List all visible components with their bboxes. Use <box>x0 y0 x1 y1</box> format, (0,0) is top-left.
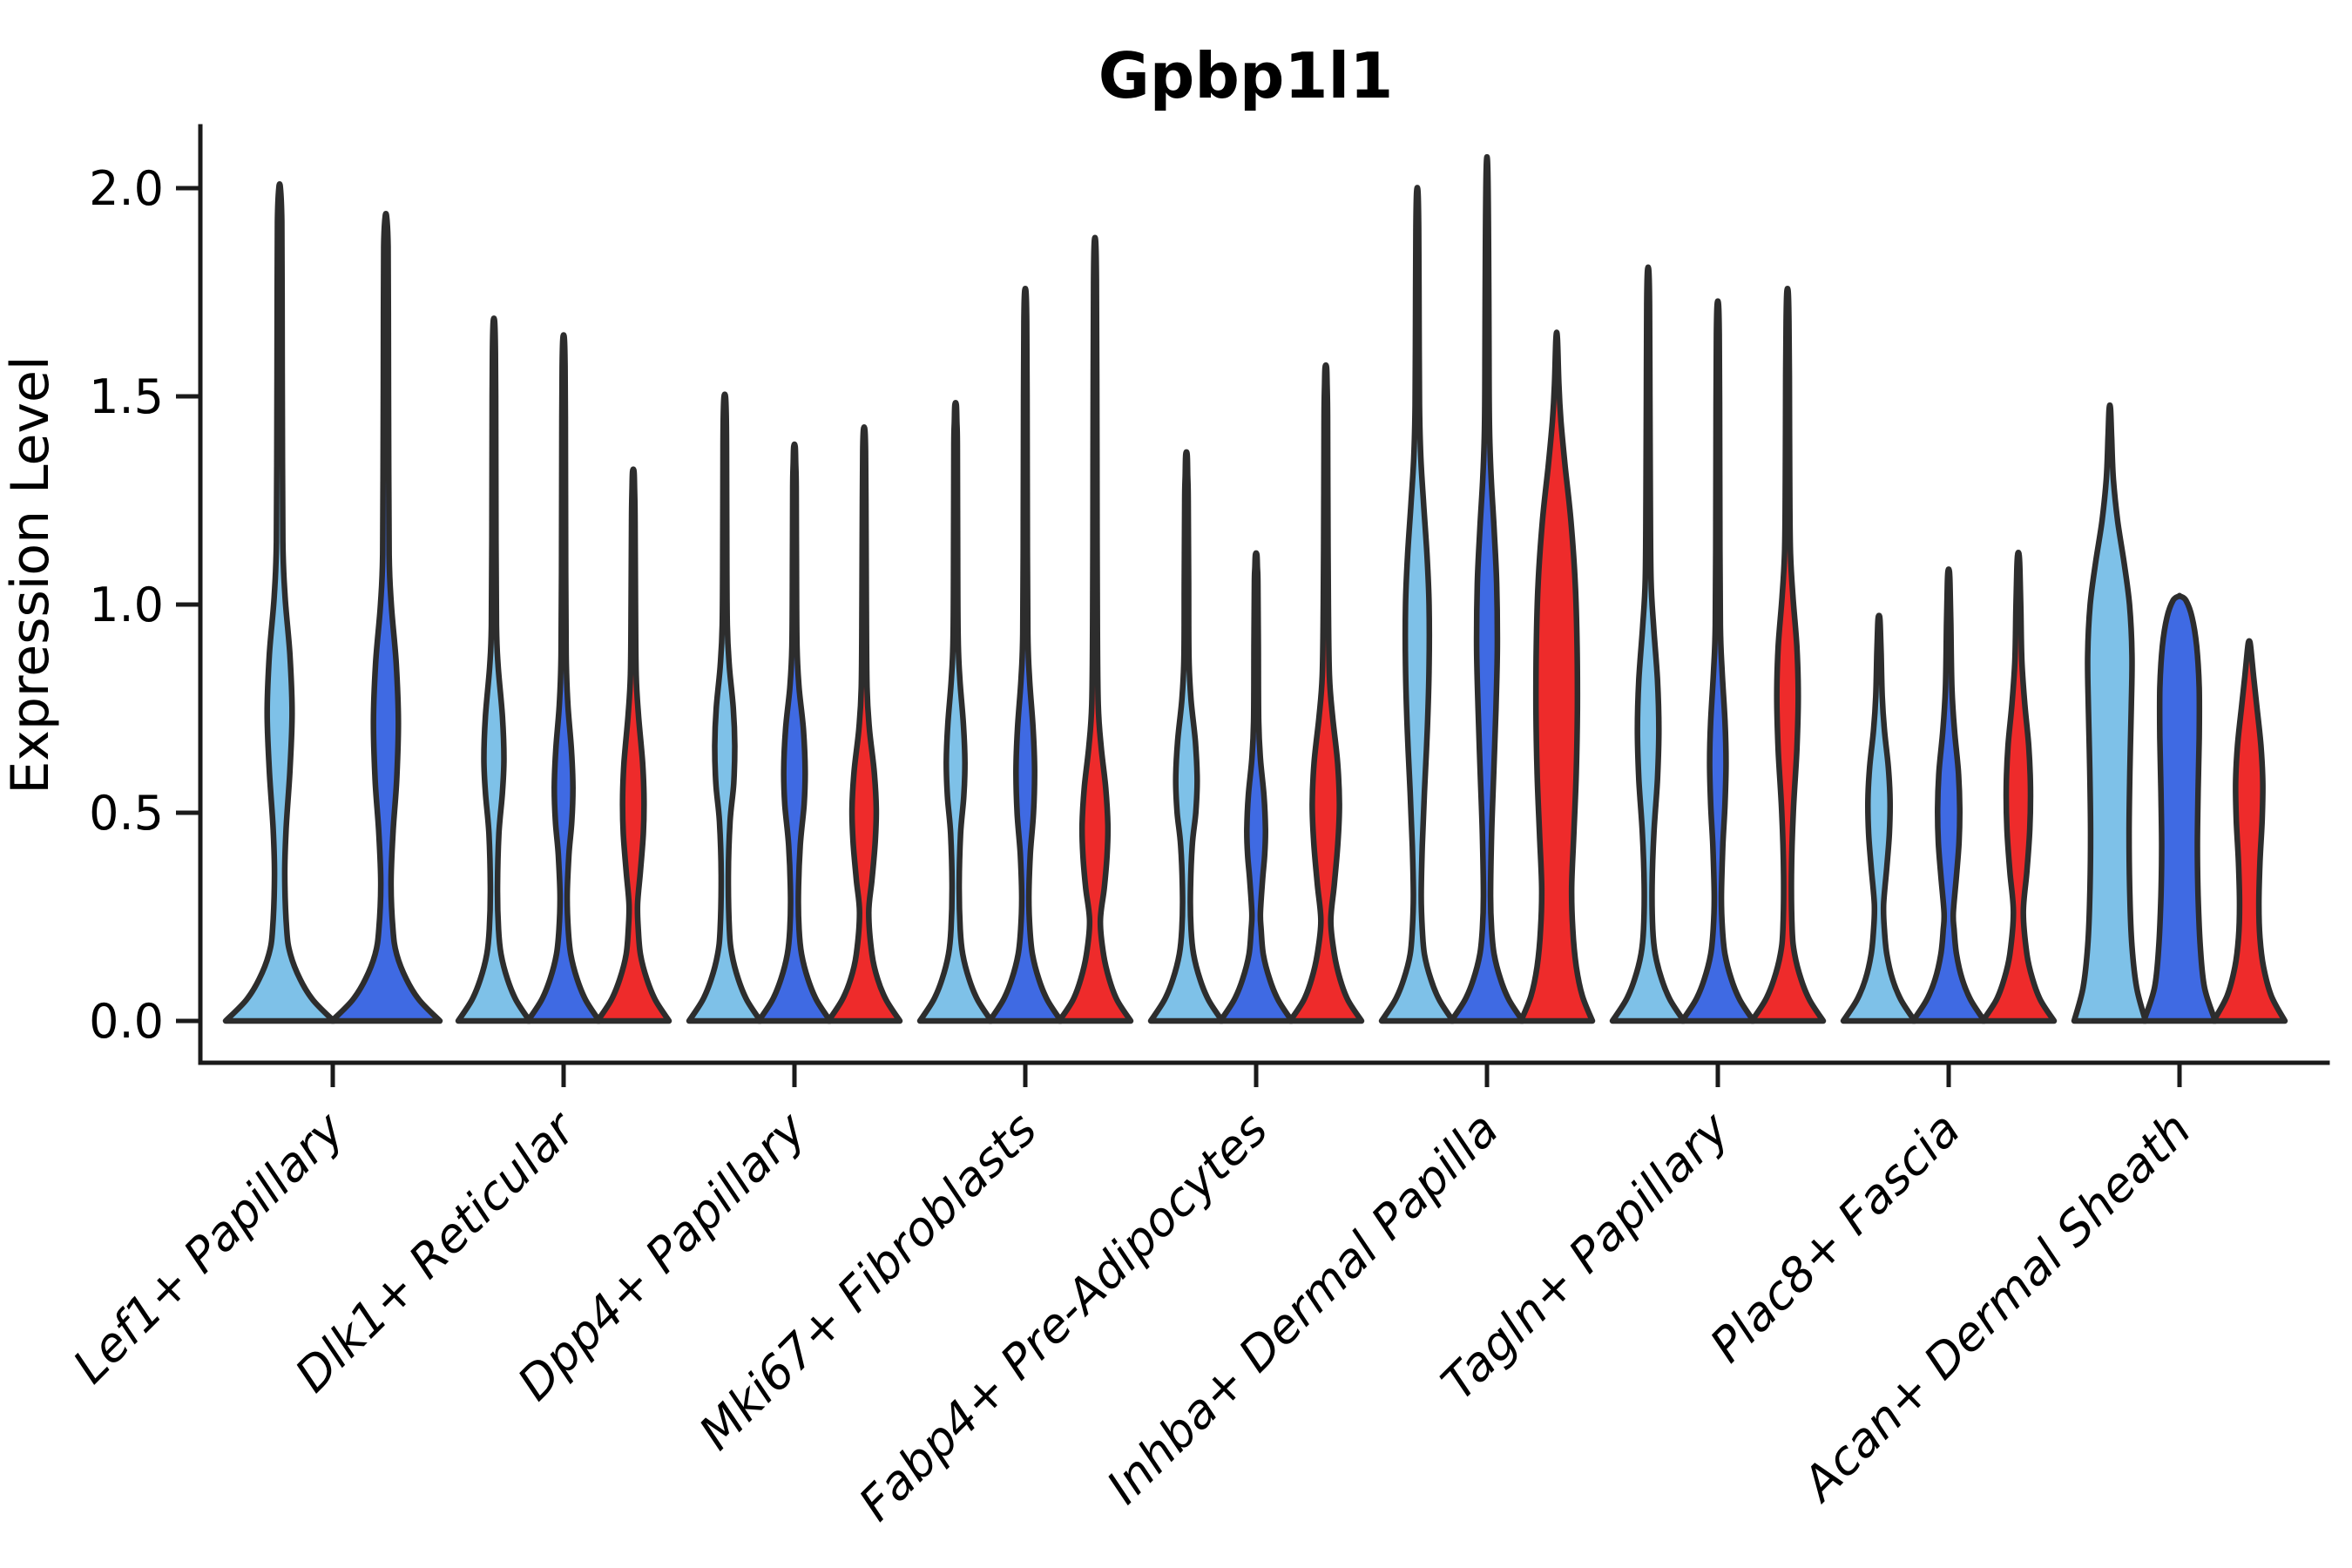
violin-dlk1-split-3 <box>594 466 672 1024</box>
violin-lef1-split-2 <box>328 211 443 1024</box>
violin-dlk1-split-1 <box>455 315 533 1024</box>
violin-plac8-split-2 <box>1909 566 1988 1024</box>
violin-inhba-split-1 <box>1378 185 1456 1024</box>
violin-mki67-split-2 <box>986 286 1064 1024</box>
violin-lef1-split-1 <box>222 180 337 1024</box>
violin-fabp4-split-2 <box>1217 550 1295 1024</box>
violin-acan-split-2 <box>2140 592 2219 1024</box>
violin-dpp4-split-2 <box>755 441 834 1024</box>
violin-tagln-split-2 <box>1679 298 1757 1024</box>
y-tick-label: 2.0 <box>89 161 164 216</box>
violin-acan-split-1 <box>2071 402 2149 1024</box>
violin-acan-split-3 <box>2210 638 2288 1024</box>
y-tick-label: 1.0 <box>89 578 164 632</box>
violin-dpp4-split-3 <box>825 424 903 1024</box>
violin-tagln-split-3 <box>1748 286 1827 1024</box>
y-tick-label: 1.5 <box>89 369 164 424</box>
y-tick-label: 0.0 <box>89 994 164 1049</box>
violin-mki67-split-1 <box>916 399 995 1024</box>
violin-dlk1-split-2 <box>524 332 603 1024</box>
y-axis-label: Expression Level <box>0 355 61 794</box>
violin-plac8-split-1 <box>1840 612 1918 1024</box>
chart-title: Gpbp1l1 <box>1098 39 1394 112</box>
violin-plac8-split-3 <box>1979 550 2058 1024</box>
violin-fabp4-split-1 <box>1147 449 1226 1024</box>
violin-dpp4-split-1 <box>686 391 764 1024</box>
violin-mki67-split-3 <box>1056 234 1134 1024</box>
violin-series-layer <box>222 153 2288 1024</box>
y-tick-label: 0.5 <box>89 786 164 841</box>
violin-fabp4-split-3 <box>1287 362 1365 1024</box>
violin-inhba-split-3 <box>1517 329 1596 1024</box>
violin-tagln-split-1 <box>1609 264 1687 1024</box>
violin-inhba-split-2 <box>1448 153 1526 1024</box>
